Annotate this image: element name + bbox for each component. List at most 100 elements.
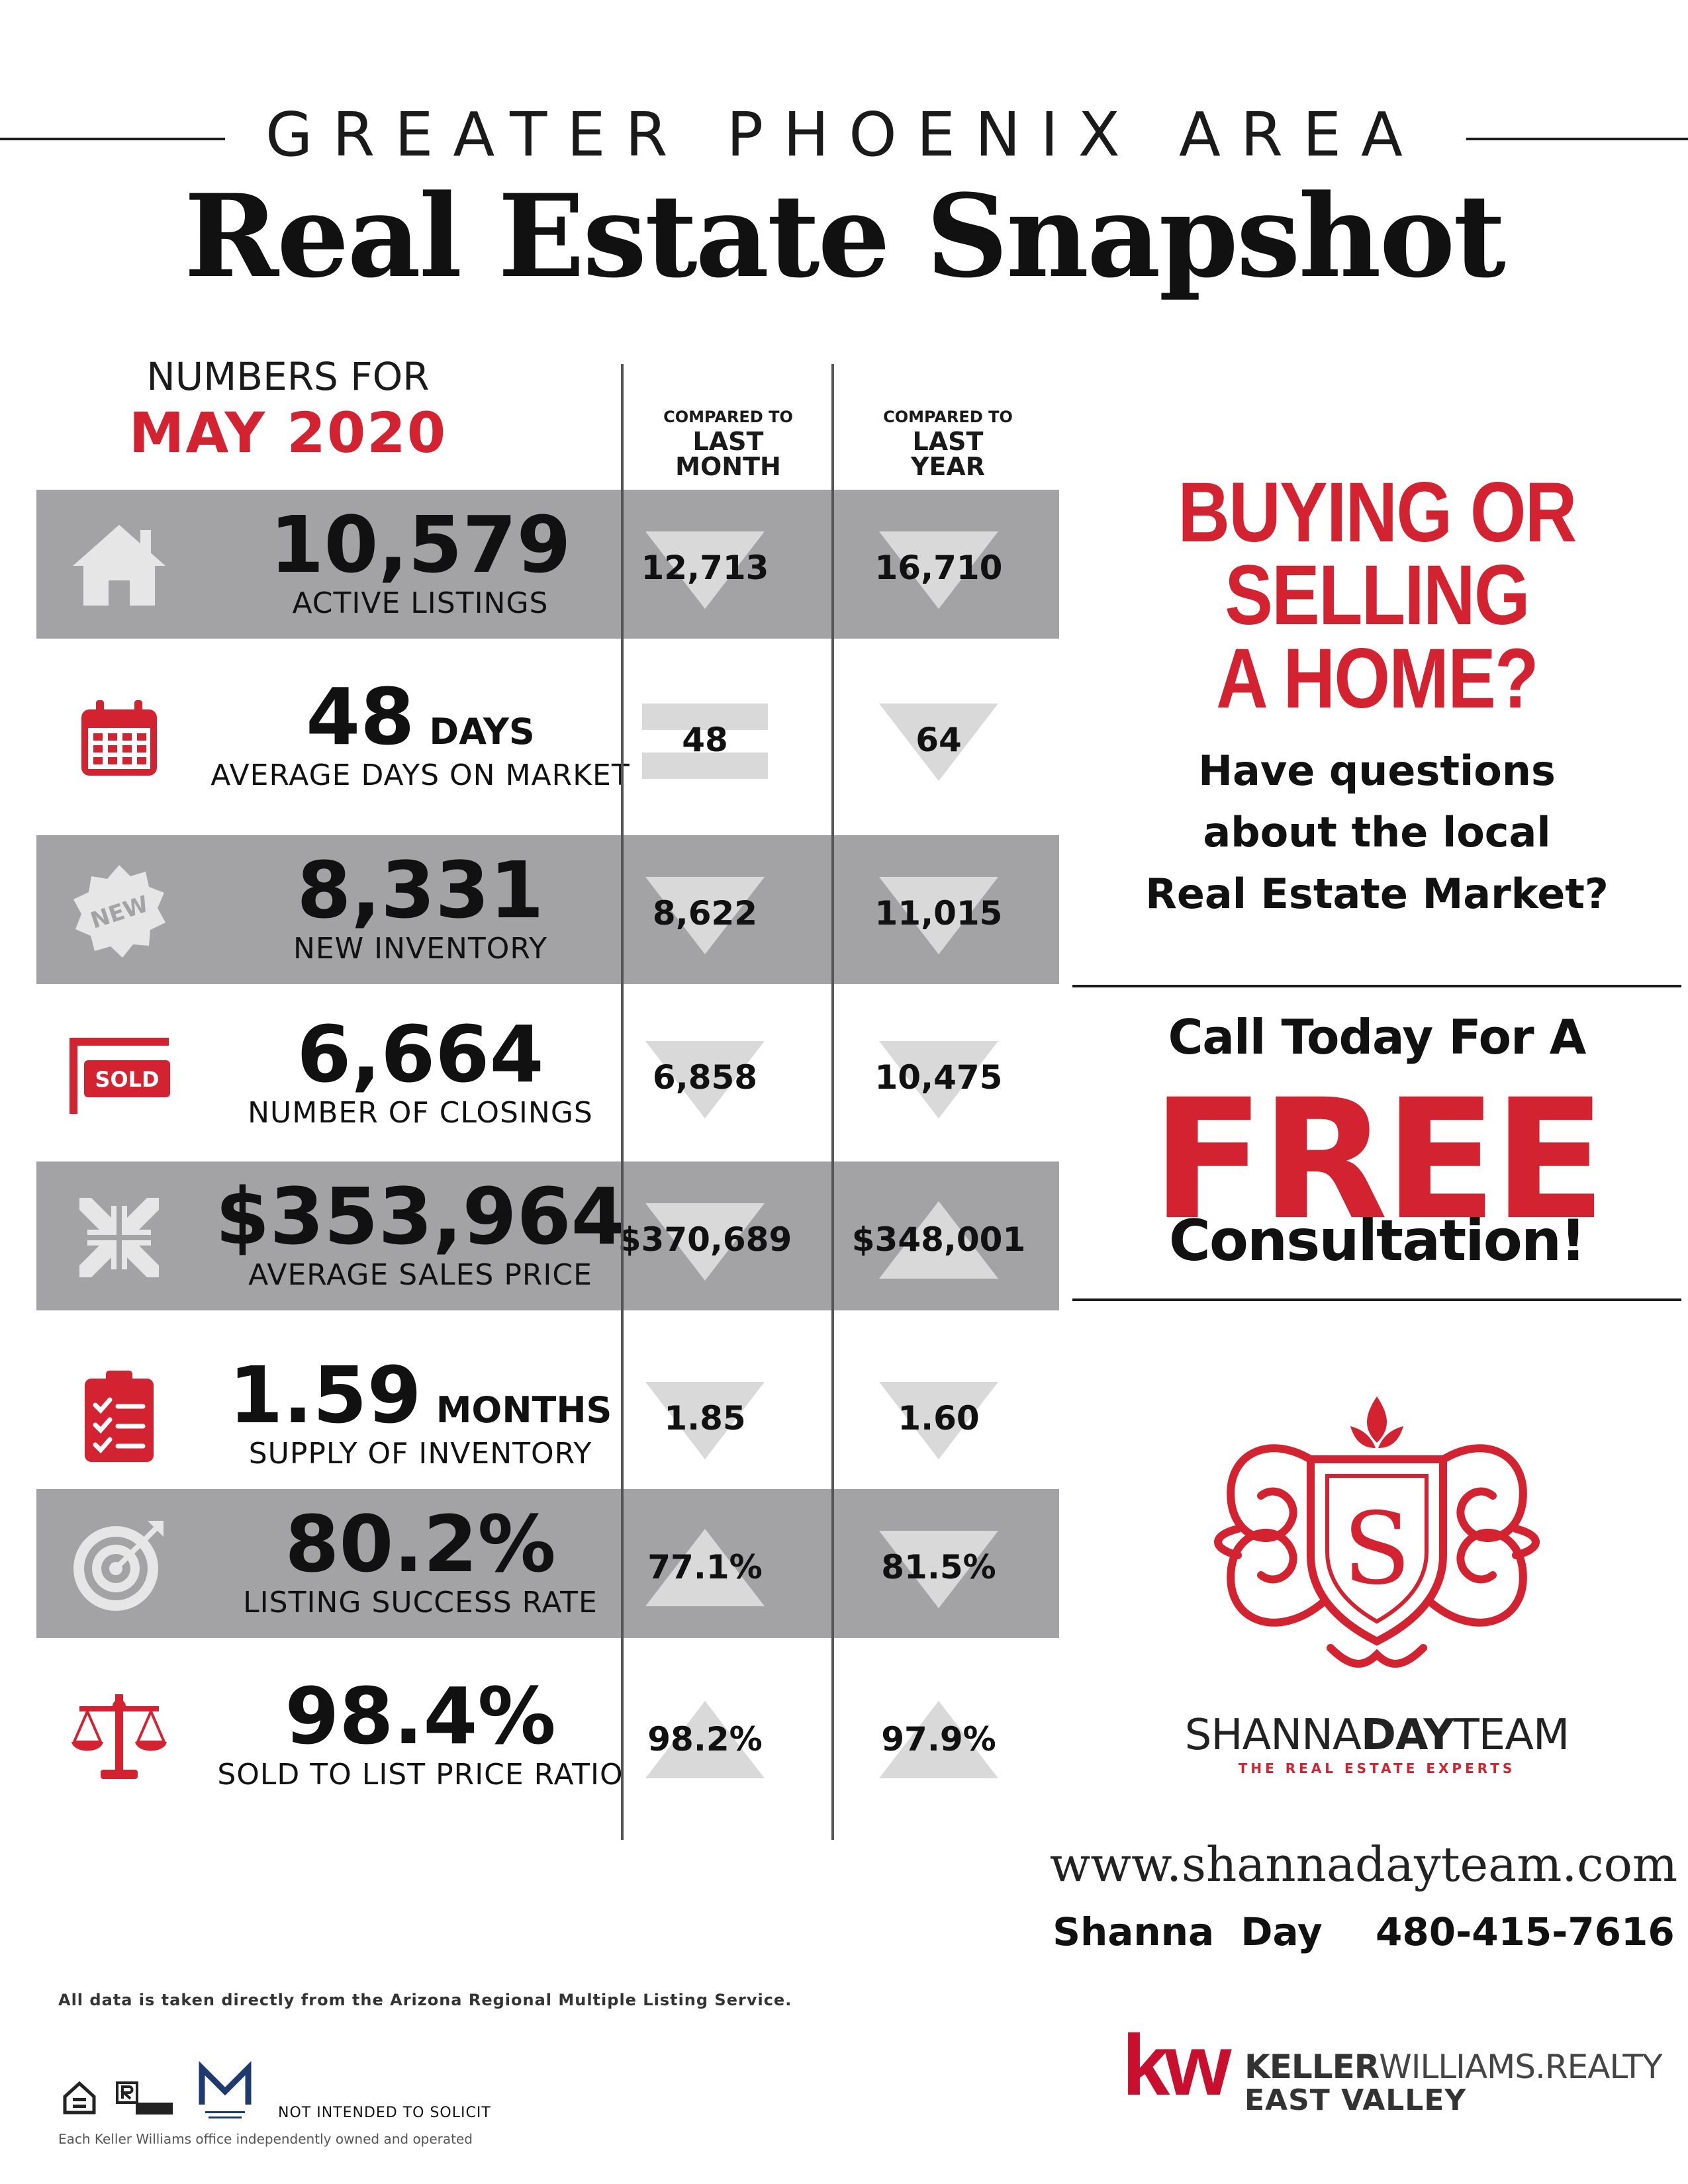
metric-label: LISTING SUCCESS RATE <box>243 1585 598 1619</box>
metric-row: 1.59 MONTHS SUPPLY OF INVENTORY 1.85 1.60 <box>36 1340 1059 1489</box>
metric-unit: DAYS <box>429 711 535 752</box>
metric-number: 48 <box>306 671 415 762</box>
metric-row: 10,579 ACTIVE LISTINGS 12,713 16,710 <box>36 490 1059 639</box>
kw-name-b: WILLIAMS. <box>1379 2048 1546 2086</box>
shanna-day-team-logo-icon: S <box>1214 1396 1540 1668</box>
cta-headline-line-2: SELLING <box>1225 548 1530 643</box>
compare-last-month: 48 <box>639 698 771 779</box>
metric-value: $353,964 <box>182 1175 659 1258</box>
calendar-icon <box>63 688 175 788</box>
cta-question-line-2: about the local <box>1203 808 1551 856</box>
column-head-big-1: LAST <box>692 427 764 456</box>
team-tagline: THE REAL ESTATE EXPERTS <box>1238 1760 1516 1776</box>
header-rule-left <box>0 138 225 140</box>
compare-value: $370,689 <box>618 1220 792 1259</box>
compare-value: 12,713 <box>641 549 769 587</box>
compare-last-month: 8,622 <box>639 872 771 954</box>
page-title: Real Estate Snapshot <box>184 169 1506 303</box>
compare-value: 16,710 <box>874 549 1003 587</box>
metric-row: 80.2% LISTING SUCCESS RATE 77.1% 81.5% <box>36 1489 1059 1638</box>
clipboard-checklist-icon <box>63 1367 175 1466</box>
logo-letter: S <box>1343 1492 1411 1607</box>
agent-name: Shanna Day <box>1053 1909 1323 1954</box>
kw-name: KELLERWILLIAMS.REALTY <box>1244 2050 1662 2083</box>
compare-last-year: 10,475 <box>872 1036 1005 1118</box>
compress-arrows-icon <box>63 1188 175 1287</box>
metric-value: 98.4% <box>182 1675 659 1758</box>
metric-row: $353,964 AVERAGE SALES PRICE $370,689 $3… <box>36 1161 1059 1310</box>
metric-main: 80.2% LISTING SUCCESS RATE <box>182 1503 659 1619</box>
compare-last-month: 77.1% <box>639 1525 771 1606</box>
metric-value: 80.2% <box>182 1503 659 1586</box>
period-month: MAY 2020 <box>128 400 447 465</box>
metric-main: 8,331 NEW INVENTORY <box>182 849 659 966</box>
team-name: SHANNADAYTEAM <box>1072 1711 1681 1760</box>
metric-label: AVERAGE DAYS ON MARKET <box>211 758 630 792</box>
team-name-a: SHANNA <box>1184 1711 1362 1760</box>
cta-headline-line-3: A HOME? <box>1216 631 1538 726</box>
metric-main: 98.4% SOLD TO LIST PRICE RATIO <box>182 1675 659 1792</box>
kw-name-a: KELLER <box>1244 2048 1380 2086</box>
metric-number: 10,579 <box>269 499 571 590</box>
compare-value: 98.2% <box>647 1720 763 1758</box>
metric-row: NEW 8,331 NEW INVENTORY 8,622 11,015 <box>36 835 1059 984</box>
compare-value: 8,622 <box>652 894 758 933</box>
metric-number: 6,664 <box>297 1009 544 1100</box>
not-intended-to-solicit: NOT INTENDED TO SOLICIT <box>278 2105 491 2121</box>
column-head-big-2: YEAR <box>910 452 986 481</box>
metric-main: 6,664 NUMBER OF CLOSINGS <box>182 1013 659 1130</box>
cta-questions: Have questions about the local Real Esta… <box>1072 740 1681 925</box>
kw-office: EAST VALLEY <box>1244 2083 1467 2117</box>
compare-last-year: $348,001 <box>852 1198 1025 1279</box>
column-head-last-year: COMPARED TO LAST YEAR <box>849 409 1047 479</box>
compare-last-year: 11,015 <box>872 872 1005 954</box>
cta-question-line-3: Real Estate Market? <box>1145 870 1609 918</box>
metric-number: 1.59 <box>228 1349 422 1441</box>
agent-phone[interactable]: 480-415-7616 <box>1376 1909 1675 1954</box>
data-disclaimer: All data is taken directly from the Ariz… <box>58 1991 792 2009</box>
metric-number: 80.2% <box>285 1498 556 1590</box>
metric-value: 48 DAYS <box>182 676 659 758</box>
cta-free: FREE <box>1151 1064 1607 1256</box>
metric-label: SUPPLY OF INVENTORY <box>248 1436 592 1471</box>
compare-last-month: 98.2% <box>639 1698 771 1778</box>
header-rule-right <box>1466 138 1688 140</box>
column-head-small: COMPARED TO <box>883 408 1013 426</box>
compare-last-month: $370,689 <box>618 1198 792 1281</box>
compare-value: 1.85 <box>664 1399 746 1437</box>
metric-value: 1.59 MONTHS <box>182 1354 659 1437</box>
website-link[interactable]: www.shannadayteam.com <box>1049 1837 1678 1892</box>
scales-icon <box>63 1688 175 1787</box>
metric-label: AVERAGE SALES PRICE <box>248 1257 592 1292</box>
metric-number: 8,331 <box>297 844 544 936</box>
metric-value: 8,331 <box>182 849 659 932</box>
metric-row: SOLD 6,664 NUMBER OF CLOSINGS 6,858 10,4… <box>36 999 1059 1148</box>
compare-last-year: 97.9% <box>872 1698 1005 1778</box>
cta-rule-top <box>1072 985 1681 987</box>
target-icon <box>63 1516 175 1615</box>
compare-value: 48 <box>682 721 728 759</box>
compare-last-month: 12,713 <box>639 526 771 609</box>
magnus-titus-agency-icon <box>199 2061 252 2118</box>
metric-value: 6,664 <box>182 1013 659 1096</box>
column-head-small: COMPARED TO <box>663 408 793 426</box>
compare-last-year: 64 <box>872 698 1005 781</box>
metric-label: ACTIVE LISTINGS <box>292 586 549 620</box>
team-name-c: TEAM <box>1453 1711 1570 1760</box>
kw-name-c: REALTY <box>1544 2048 1663 2086</box>
compare-value: $348,001 <box>851 1220 1026 1259</box>
metric-label: NEW INVENTORY <box>293 931 548 966</box>
compare-value: 11,015 <box>874 894 1003 933</box>
metric-row: 98.4% SOLD TO LIST PRICE RATIO 98.2% 97.… <box>36 1661 1059 1810</box>
metric-value: 10,579 <box>182 504 659 586</box>
cta-headline: BUYING OR SELLING A HOME? <box>1118 470 1636 726</box>
header-kicker: GREATER PHOENIX AREA <box>265 99 1423 170</box>
house-icon <box>63 516 175 615</box>
equal-housing-icon <box>63 2081 96 2115</box>
compare-value: 97.9% <box>881 1720 996 1758</box>
metric-unit: MONTHS <box>436 1389 612 1431</box>
realtor-mls-icon <box>116 2081 173 2115</box>
cta-consultation: Consultation! <box>1168 1208 1587 1274</box>
metric-label: SOLD TO LIST PRICE RATIO <box>217 1757 624 1792</box>
agent-contact: Shanna Day 480-415-7616 <box>1033 1909 1688 1954</box>
